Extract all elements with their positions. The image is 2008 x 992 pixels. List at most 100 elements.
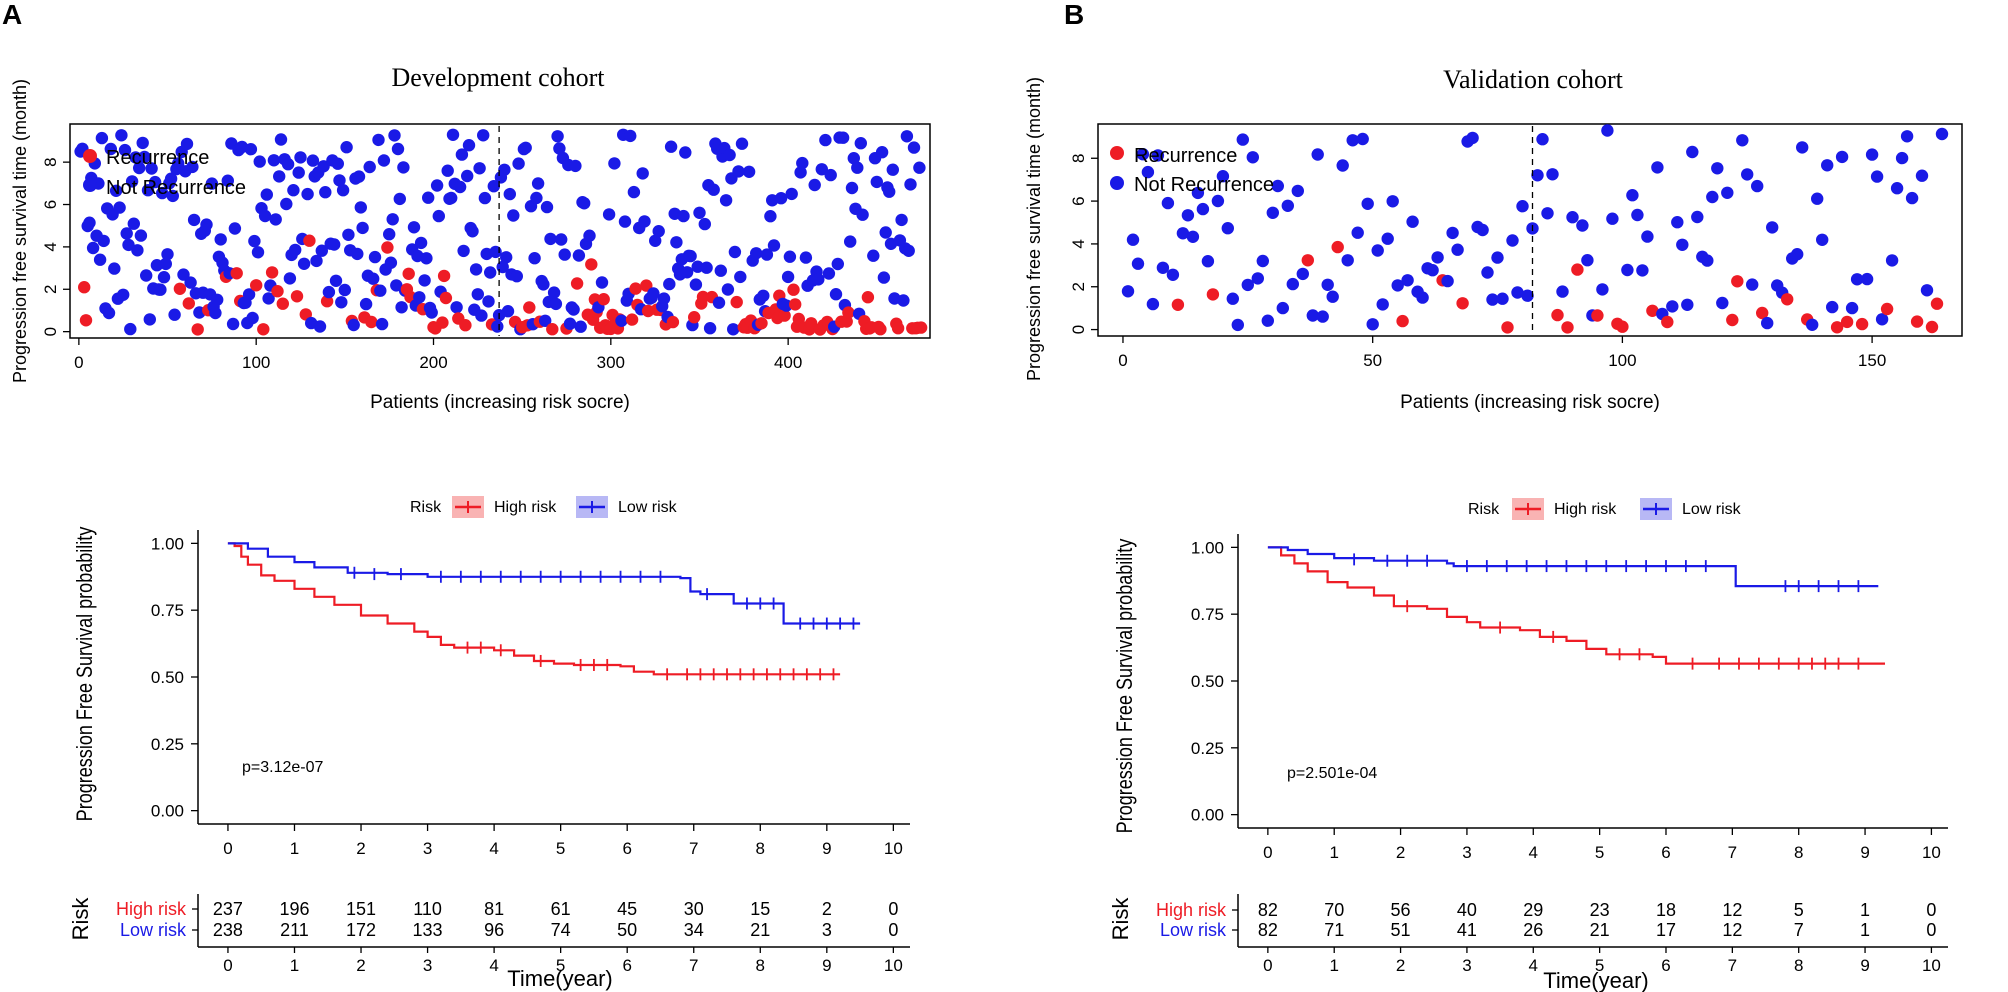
scatter-point-not-recurrence bbox=[1651, 161, 1664, 174]
scatter-point-not-recurrence bbox=[407, 221, 421, 234]
table-x-tick-label: 7 bbox=[689, 956, 698, 975]
scatter-point-not-recurrence bbox=[418, 274, 431, 287]
scatter-axes-a: 0 100 200 300 400 0 2 4 6 8 bbox=[41, 157, 802, 372]
table-x-tick-label: 10 bbox=[884, 956, 903, 975]
scatter-point-not-recurrence bbox=[721, 283, 735, 296]
scatter-point-not-recurrence bbox=[595, 276, 609, 289]
scatter-point-not-recurrence bbox=[1211, 194, 1225, 208]
scatter-point-not-recurrence bbox=[242, 288, 256, 301]
risk-count: 151 bbox=[346, 899, 376, 919]
scatter-point-not-recurrence bbox=[333, 174, 346, 187]
risk-count: 110 bbox=[413, 899, 442, 919]
scatter-point-not-recurrence bbox=[714, 264, 727, 277]
scatter-point-recurrence bbox=[381, 241, 394, 254]
scatter-point-recurrence bbox=[1616, 320, 1629, 333]
x-tick-label: 7 bbox=[1728, 843, 1737, 862]
scatter-point-not-recurrence bbox=[154, 283, 167, 296]
scatter-point-not-recurrence bbox=[200, 218, 213, 231]
scatter-point-not-recurrence bbox=[1566, 211, 1579, 224]
scatter-point-not-recurrence bbox=[457, 244, 470, 258]
scatter-point-not-recurrence bbox=[251, 246, 265, 259]
scatter-point-not-recurrence bbox=[1401, 274, 1414, 287]
legend-label-recurrence-b: Recurrence bbox=[1134, 145, 1237, 167]
scatter-point-not-recurrence bbox=[124, 322, 137, 336]
scatter-point-recurrence bbox=[459, 319, 472, 332]
scatter-point-not-recurrence bbox=[414, 236, 428, 250]
scatter-point-not-recurrence bbox=[735, 137, 749, 150]
scatter-point-not-recurrence bbox=[1336, 159, 1349, 172]
scatter-point-not-recurrence bbox=[1406, 215, 1419, 228]
scatter-point-not-recurrence bbox=[652, 225, 665, 238]
scatter-point-recurrence bbox=[597, 293, 610, 306]
scatter-point-not-recurrence bbox=[703, 322, 717, 335]
risk-count: 82 bbox=[1258, 920, 1278, 940]
scatter-point-not-recurrence bbox=[719, 194, 733, 207]
km-pvalue-b: p=2.501e-04 bbox=[1287, 765, 1377, 782]
x-tick-label: 1 bbox=[290, 839, 299, 858]
scatter-point-not-recurrence bbox=[336, 184, 350, 197]
scatter-point-not-recurrence bbox=[450, 301, 463, 314]
scatter-point-not-recurrence bbox=[1905, 191, 1919, 205]
scatter-point-not-recurrence bbox=[125, 175, 139, 188]
scatter-point-recurrence bbox=[1646, 304, 1659, 317]
scatter-xlabel-a: Patients (increasing risk socre) bbox=[370, 392, 630, 413]
scatter-point-not-recurrence bbox=[246, 311, 259, 325]
scatter-point-not-recurrence bbox=[815, 163, 828, 176]
scatter-point-not-recurrence bbox=[391, 142, 405, 156]
scatter-point-not-recurrence bbox=[1885, 254, 1899, 267]
scatter-point-not-recurrence bbox=[567, 303, 580, 316]
scatter-point-not-recurrence bbox=[122, 238, 135, 252]
scatter-point-not-recurrence bbox=[647, 287, 660, 300]
scatter-point-not-recurrence bbox=[306, 154, 320, 167]
scatter-point-not-recurrence bbox=[1716, 296, 1729, 310]
scatter-point-not-recurrence bbox=[1176, 227, 1190, 240]
risk-count: 238 bbox=[213, 920, 243, 940]
scatter-point-not-recurrence bbox=[143, 313, 156, 326]
risk-count: 17 bbox=[1656, 920, 1676, 940]
x-tick-label: 100 bbox=[1608, 351, 1636, 370]
scatter-point-not-recurrence bbox=[117, 288, 130, 301]
x-tick-label: 0 bbox=[1118, 351, 1127, 370]
risk-row-label: High risk bbox=[116, 899, 187, 919]
risk-count: 29 bbox=[1523, 900, 1543, 920]
legend-label-not-recurrence-b: Not Recurrence bbox=[1134, 174, 1274, 196]
scatter-point-recurrence bbox=[182, 297, 195, 310]
scatter-point-not-recurrence bbox=[507, 209, 520, 222]
scatter-point-not-recurrence bbox=[1151, 149, 1165, 162]
legend-dot-recurrence-b bbox=[1110, 146, 1124, 160]
scatter-point-not-recurrence bbox=[1621, 263, 1634, 277]
scatter-point-not-recurrence bbox=[413, 291, 426, 304]
scatter-point-not-recurrence bbox=[180, 137, 194, 151]
scatter-point-not-recurrence bbox=[498, 163, 511, 176]
risk-count: 56 bbox=[1391, 900, 1411, 920]
scatter-point-recurrence bbox=[914, 321, 928, 334]
scatter-point-recurrence bbox=[730, 295, 743, 309]
scatter-point-not-recurrence bbox=[649, 234, 662, 247]
scatter-point-not-recurrence bbox=[1511, 286, 1524, 299]
scatter-point-not-recurrence bbox=[1691, 210, 1704, 224]
scatter-point-not-recurrence bbox=[145, 162, 158, 175]
y-tick-label: 0.50 bbox=[1191, 672, 1224, 691]
scatter-point-not-recurrence bbox=[375, 317, 389, 331]
scatter-point-not-recurrence bbox=[127, 217, 140, 230]
scatter-point-not-recurrence bbox=[503, 187, 516, 201]
scatter-point-not-recurrence bbox=[879, 226, 892, 239]
scatter-point-not-recurrence bbox=[253, 155, 266, 168]
scatter-point-not-recurrence bbox=[572, 249, 586, 262]
scatter-point-recurrence bbox=[629, 282, 642, 295]
scatter-point-not-recurrence bbox=[544, 232, 557, 246]
x-tick-label: 6 bbox=[622, 839, 631, 858]
risk-count: 21 bbox=[1590, 920, 1610, 940]
scatter-point-not-recurrence bbox=[466, 225, 479, 238]
scatter-point-recurrence bbox=[1561, 321, 1574, 334]
scatter-point-not-recurrence bbox=[489, 245, 502, 259]
scatter-point-recurrence bbox=[439, 291, 453, 305]
scatter-point-not-recurrence bbox=[446, 128, 460, 141]
scatter-point-not-recurrence bbox=[1895, 151, 1909, 165]
scatter-point-not-recurrence bbox=[1766, 221, 1779, 234]
scatter-point-not-recurrence bbox=[897, 294, 910, 307]
scatter-point-not-recurrence bbox=[1816, 233, 1829, 246]
scatter-point-not-recurrence bbox=[712, 296, 726, 309]
x-tick-label: 100 bbox=[242, 353, 270, 372]
scatter-point-not-recurrence bbox=[519, 141, 532, 154]
